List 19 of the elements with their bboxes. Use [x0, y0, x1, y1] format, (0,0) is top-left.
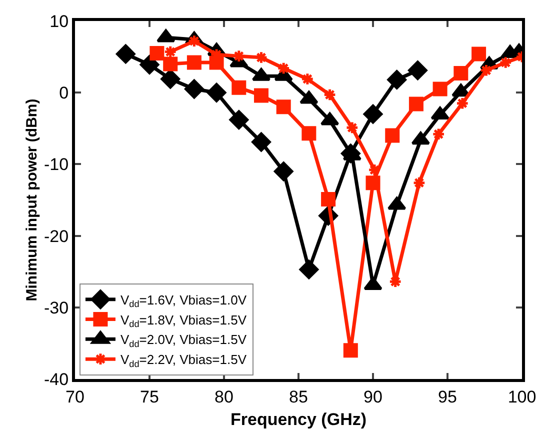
- y-axis-title: Minimum input power (dBm): [23, 98, 40, 302]
- legend-label: V$_{dd}$=1.8V, Vbias=1.5V: [120, 312, 247, 330]
- y-tick-label: -30: [44, 298, 69, 318]
- x-axis-title: Frequency (GHz): [230, 410, 367, 429]
- legend-label: V$_{dd}$=2.2V, Vbias=1.5V: [120, 352, 247, 369]
- x-tick-label: 85: [289, 387, 308, 406]
- legend-label: V$_{dd}$=2.0V, Vbias=1.5V: [120, 332, 247, 349]
- x-tick-label: 75: [140, 387, 159, 406]
- y-tick-label: -40: [44, 370, 69, 389]
- x-tick-label: 100: [508, 387, 536, 406]
- y-tick-label: -20: [44, 226, 69, 246]
- x-tick-label: 90: [364, 387, 382, 406]
- x-tick-label: 70: [66, 387, 84, 406]
- x-tick-label: 80: [214, 387, 234, 406]
- x-tick-label: 95: [438, 387, 457, 406]
- legend-label: V$_{dd}$=1.6V, Vbias=1.0V: [120, 292, 247, 310]
- y-tick-label: -10: [44, 155, 69, 174]
- y-tick-label: 10: [50, 12, 69, 31]
- y-tick-label: 0: [59, 84, 69, 103]
